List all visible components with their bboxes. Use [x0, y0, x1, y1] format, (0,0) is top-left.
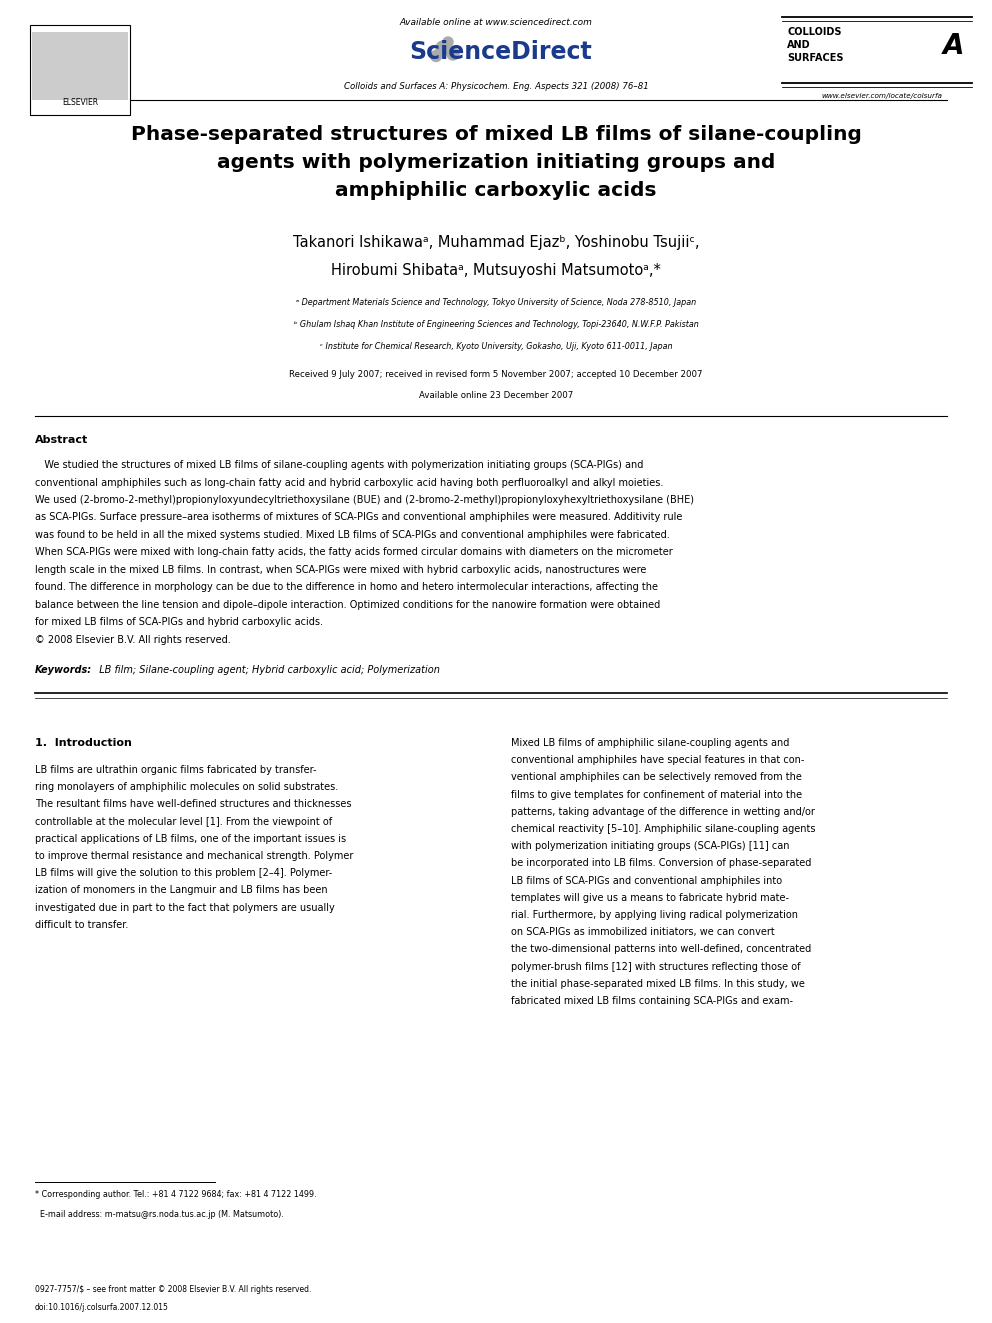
Text: templates will give us a means to fabricate hybrid mate-: templates will give us a means to fabric…: [511, 893, 789, 902]
Bar: [30, 25, 130, 115]
Text: the two-dimensional patterns into well-defined, concentrated: the two-dimensional patterns into well-d…: [511, 945, 811, 954]
Circle shape: [443, 37, 453, 48]
Text: ELSEVIER: ELSEVIER: [62, 98, 98, 107]
Circle shape: [431, 50, 441, 61]
Text: ventional amphiphiles can be selectively removed from the: ventional amphiphiles can be selectively…: [511, 773, 802, 782]
Text: SURFACES: SURFACES: [787, 53, 843, 64]
Text: difficult to transfer.: difficult to transfer.: [35, 919, 128, 930]
Text: balance between the line tension and dipole–dipole interaction. Optimized condit: balance between the line tension and dip…: [35, 601, 661, 610]
Text: When SCA-PIGs were mixed with long-chain fatty acids, the fatty acids formed cir: When SCA-PIGs were mixed with long-chain…: [35, 548, 673, 557]
Text: ization of monomers in the Langmuir and LB films has been: ization of monomers in the Langmuir and …: [35, 885, 327, 896]
Text: amphiphilic carboxylic acids: amphiphilic carboxylic acids: [335, 181, 657, 200]
Text: as SCA-PIGs. Surface pressure–area isotherms of mixtures of SCA-PIGs and convent: as SCA-PIGs. Surface pressure–area isoth…: [35, 512, 682, 523]
Text: length scale in the mixed LB films. In contrast, when SCA-PIGs were mixed with h: length scale in the mixed LB films. In c…: [35, 565, 647, 576]
Text: for mixed LB films of SCA-PIGs and hybrid carboxylic acids.: for mixed LB films of SCA-PIGs and hybri…: [35, 618, 323, 627]
Text: practical applications of LB films, one of the important issues is: practical applications of LB films, one …: [35, 833, 346, 844]
Text: controllable at the molecular level [1]. From the viewpoint of: controllable at the molecular level [1].…: [35, 816, 332, 827]
Text: LB films of SCA-PIGs and conventional amphiphiles into: LB films of SCA-PIGs and conventional am…: [511, 876, 782, 885]
Text: 1.  Introduction: 1. Introduction: [35, 738, 132, 747]
Text: to improve thermal resistance and mechanical strength. Polymer: to improve thermal resistance and mechan…: [35, 851, 353, 861]
Text: Available online at www.sciencedirect.com: Available online at www.sciencedirect.co…: [400, 19, 592, 26]
Bar: [32, 32, 128, 101]
Text: on SCA-PIGs as immobilized initiators, we can convert: on SCA-PIGs as immobilized initiators, w…: [511, 927, 775, 937]
Text: We studied the structures of mixed LB films of silane-coupling agents with polym: We studied the structures of mixed LB fi…: [35, 460, 644, 470]
Text: with polymerization initiating groups (SCA-PIGs) [11] can: with polymerization initiating groups (S…: [511, 841, 790, 851]
Text: fabricated mixed LB films containing SCA-PIGs and exam-: fabricated mixed LB films containing SCA…: [511, 996, 793, 1005]
Text: patterns, taking advantage of the difference in wetting and/or: patterns, taking advantage of the differ…: [511, 807, 814, 816]
Text: Abstract: Abstract: [35, 435, 88, 445]
Text: Keywords:: Keywords:: [35, 665, 92, 675]
Text: films to give templates for confinement of material into the: films to give templates for confinement …: [511, 790, 803, 799]
Text: Mixed LB films of amphiphilic silane-coupling agents and: Mixed LB films of amphiphilic silane-cou…: [511, 738, 790, 747]
Text: was found to be held in all the mixed systems studied. Mixed LB films of SCA-PIG: was found to be held in all the mixed sy…: [35, 531, 670, 540]
Text: ᵇ Ghulam Ishaq Khan Institute of Engineering Sciences and Technology, Topi-23640: ᵇ Ghulam Ishaq Khan Institute of Enginee…: [294, 320, 698, 329]
Text: investigated due in part to the fact that polymers are usually: investigated due in part to the fact tha…: [35, 902, 334, 913]
Text: Colloids and Surfaces A: Physicochem. Eng. Aspects 321 (2008) 76–81: Colloids and Surfaces A: Physicochem. En…: [343, 82, 649, 91]
Text: the initial phase-separated mixed LB films. In this study, we: the initial phase-separated mixed LB fil…: [511, 979, 805, 988]
Text: conventional amphiphiles have special features in that con-: conventional amphiphiles have special fe…: [511, 755, 805, 765]
Text: chemical reactivity [5–10]. Amphiphilic silane-coupling agents: chemical reactivity [5–10]. Amphiphilic …: [511, 824, 815, 833]
Text: be incorporated into LB films. Conversion of phase-separated: be incorporated into LB films. Conversio…: [511, 859, 811, 868]
Text: * Corresponding author. Tel.: +81 4 7122 9684; fax: +81 4 7122 1499.: * Corresponding author. Tel.: +81 4 7122…: [35, 1189, 316, 1199]
Text: www.elsevier.com/locate/colsurfa: www.elsevier.com/locate/colsurfa: [821, 93, 942, 99]
Text: Available online 23 December 2007: Available online 23 December 2007: [419, 392, 573, 400]
Text: © 2008 Elsevier B.V. All rights reserved.: © 2008 Elsevier B.V. All rights reserved…: [35, 635, 231, 646]
Text: Takanori Ishikawaᵃ, Muhammad Ejazᵇ, Yoshinobu Tsujiiᶜ,: Takanori Ishikawaᵃ, Muhammad Ejazᵇ, Yosh…: [293, 235, 699, 250]
Text: agents with polymerization initiating groups and: agents with polymerization initiating gr…: [217, 153, 775, 172]
Text: 0927-7757/$ – see front matter © 2008 Elsevier B.V. All rights reserved.: 0927-7757/$ – see front matter © 2008 El…: [35, 1285, 311, 1294]
Text: ring monolayers of amphiphilic molecules on solid substrates.: ring monolayers of amphiphilic molecules…: [35, 782, 338, 792]
Circle shape: [436, 41, 450, 56]
Text: Hirobumi Shibataᵃ, Mutsuyoshi Matsumotoᵃ,*: Hirobumi Shibataᵃ, Mutsuyoshi Matsumotoᵃ…: [331, 263, 661, 278]
Text: A: A: [943, 32, 965, 60]
Text: ScienceDirect: ScienceDirect: [410, 40, 592, 64]
Text: ᶜ Institute for Chemical Research, Kyoto University, Gokasho, Uji, Kyoto 611-001: ᶜ Institute for Chemical Research, Kyoto…: [319, 343, 673, 351]
Text: polymer-brush films [12] with structures reflecting those of: polymer-brush films [12] with structures…: [511, 962, 801, 971]
Text: We used (2-bromo-2-methyl)propionyloxyundecyltriethoxysilane (BUE) and (2-bromo-: We used (2-bromo-2-methyl)propionyloxyun…: [35, 495, 694, 505]
Text: rial. Furthermore, by applying living radical polymerization: rial. Furthermore, by applying living ra…: [511, 910, 798, 919]
Text: Received 9 July 2007; received in revised form 5 November 2007; accepted 10 Dece: Received 9 July 2007; received in revise…: [290, 370, 702, 378]
Text: Phase-separated structures of mixed LB films of silane-coupling: Phase-separated structures of mixed LB f…: [131, 124, 861, 144]
Text: conventional amphiphiles such as long-chain fatty acid and hybrid carboxylic aci: conventional amphiphiles such as long-ch…: [35, 478, 664, 487]
Text: The resultant films have well-defined structures and thicknesses: The resultant films have well-defined st…: [35, 799, 351, 810]
Text: found. The difference in morphology can be due to the difference in homo and het: found. The difference in morphology can …: [35, 582, 658, 593]
Text: doi:10.1016/j.colsurfa.2007.12.015: doi:10.1016/j.colsurfa.2007.12.015: [35, 1303, 169, 1312]
Text: LB film; Silane-coupling agent; Hybrid carboxylic acid; Polymerization: LB film; Silane-coupling agent; Hybrid c…: [93, 665, 439, 675]
Circle shape: [447, 48, 459, 60]
Text: LB films will give the solution to this problem [2–4]. Polymer-: LB films will give the solution to this …: [35, 868, 332, 878]
Text: E-mail address: m-matsu@rs.noda.tus.ac.jp (M. Matsumoto).: E-mail address: m-matsu@rs.noda.tus.ac.j…: [35, 1211, 284, 1218]
Text: AND: AND: [787, 40, 810, 50]
Text: ᵃ Department Materials Science and Technology, Tokyo University of Science, Noda: ᵃ Department Materials Science and Techn…: [296, 298, 696, 307]
Text: LB films are ultrathin organic films fabricated by transfer-: LB films are ultrathin organic films fab…: [35, 765, 316, 775]
Text: COLLOIDS: COLLOIDS: [787, 26, 841, 37]
